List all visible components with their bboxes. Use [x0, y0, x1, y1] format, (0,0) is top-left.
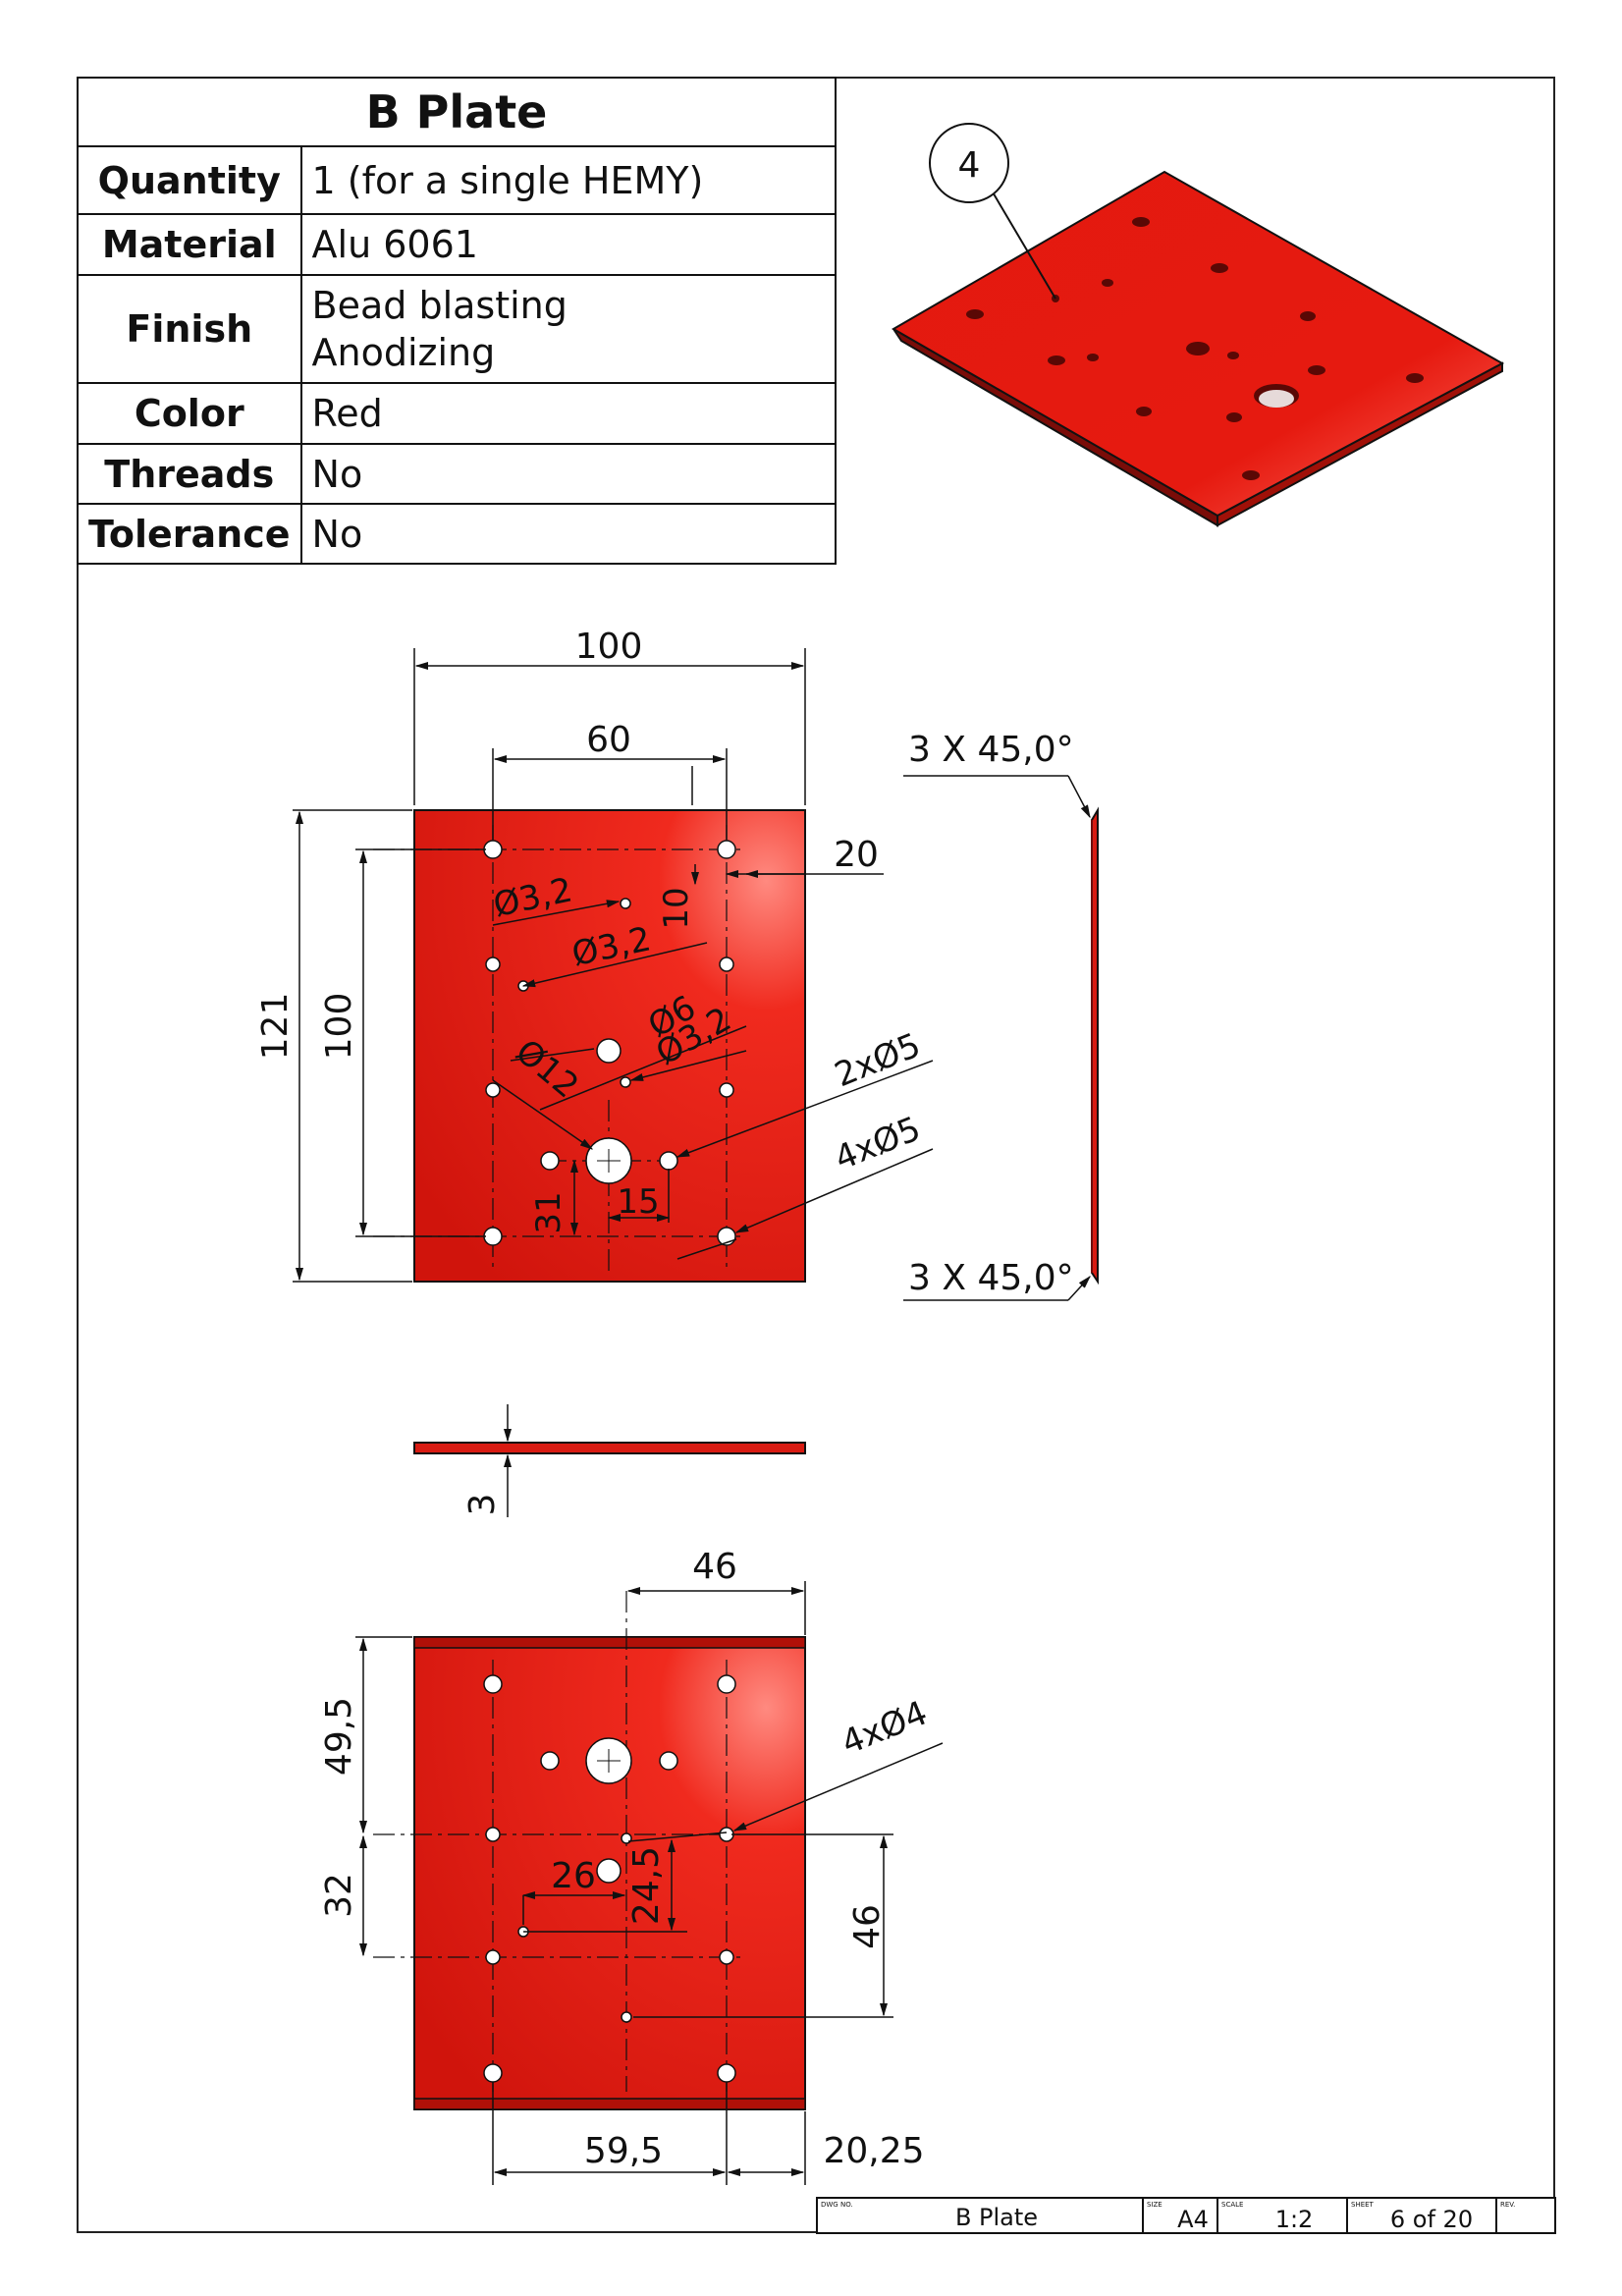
title-block: DWG NO. B Plate SIZE A4 SCALE 1:2 SHEET …: [816, 2197, 1556, 2234]
dim-height-total: 121: [255, 993, 296, 1061]
rev-label: REV.: [1500, 2201, 1515, 2209]
scale-label: SCALE: [1221, 2201, 1243, 2209]
front-dimension-lines: [293, 648, 934, 1283]
tolerance-label: Tolerance: [77, 503, 302, 565]
dim-edge-offset: 20: [834, 835, 879, 875]
dim-two-d5: 2xØ5: [830, 1025, 927, 1095]
dim-thirtytwo: 32: [319, 1873, 359, 1918]
color-value: Red: [299, 382, 838, 445]
material-value: Alu 6061: [299, 213, 838, 276]
front-holes: [483, 840, 736, 1246]
iso-view: 4: [892, 123, 1505, 527]
dim-thirtyone: 31: [529, 1191, 568, 1233]
dim-width: 100: [575, 627, 643, 667]
dim-four-d5: 4xØ5: [830, 1109, 927, 1178]
scale-value: 1:2: [1275, 2206, 1314, 2233]
threads-label: Threads: [77, 443, 302, 505]
finish-label: Finish: [77, 274, 302, 384]
side-view: 3 X 45,0° 3 X 45,0°: [903, 730, 1099, 1301]
dwg-label: DWG NO.: [821, 2201, 853, 2209]
properties-table: B Plate Quantity 1 (for a single HEMY) M…: [77, 77, 838, 565]
color-label: Color: [77, 382, 302, 445]
size-label: SIZE: [1147, 2201, 1162, 2209]
sheet-label: SHEET: [1351, 2201, 1375, 2209]
back-dimension-lines: [355, 1581, 944, 2185]
dim-hole-span: 60: [586, 720, 631, 760]
dwg-value: B Plate: [955, 2204, 1038, 2231]
balloon: [929, 123, 1009, 203]
sheet-value: 6 of 20: [1390, 2206, 1473, 2233]
dim-thickness: 3: [462, 1494, 503, 1516]
chamfer-top: 3 X 45,0°: [908, 730, 1074, 770]
balloon-leader: [991, 190, 1056, 300]
back-centerlines: [373, 1591, 746, 2092]
balloon-number: 4: [958, 145, 981, 186]
dim-height-holes: 100: [319, 993, 359, 1061]
back-view: 46 49,5 32 26 24,5 46 4xØ4 59,5 20,25: [319, 1547, 944, 2185]
size-value: A4: [1177, 2206, 1209, 2233]
back-holes: [483, 1674, 736, 2083]
dim-fortysix-right: 46: [847, 1904, 888, 1949]
dim-fifteen: 15: [617, 1182, 659, 1222]
edge-view: 3: [413, 1404, 806, 1517]
material-label: Material: [77, 213, 302, 276]
dim-twentysix: 26: [551, 1856, 596, 1896]
finish-value: Bead blasting Anodizing: [299, 274, 838, 384]
dim-fiftynine: 59,5: [584, 2131, 663, 2171]
threads-value: No: [299, 443, 838, 505]
dim-fortynine: 49,5: [319, 1697, 359, 1776]
finish-value-line: Bead blasting: [311, 284, 568, 327]
front-view: 100 60 20 121 100 Ø3,2 10 Ø3,2 Ø6 Ø3,2 Ø…: [255, 627, 934, 1283]
edge-plate: [413, 1442, 806, 1454]
dim-ten: 10: [657, 887, 696, 929]
dim-twentyfour: 24,5: [626, 1846, 667, 1925]
dim-twenty25: 20,25: [823, 2131, 924, 2171]
tolerance-value: No: [299, 503, 838, 565]
quantity-label: Quantity: [77, 145, 302, 215]
side-plate: [1091, 806, 1099, 1285]
quantity-value: 1 (for a single HEMY): [299, 145, 838, 215]
finish-value-line: Anodizing: [311, 331, 496, 374]
part-title: B Plate: [77, 77, 837, 147]
chamfer-bottom: 3 X 45,0°: [908, 1258, 1074, 1298]
dim-fortysix-top: 46: [692, 1547, 737, 1587]
